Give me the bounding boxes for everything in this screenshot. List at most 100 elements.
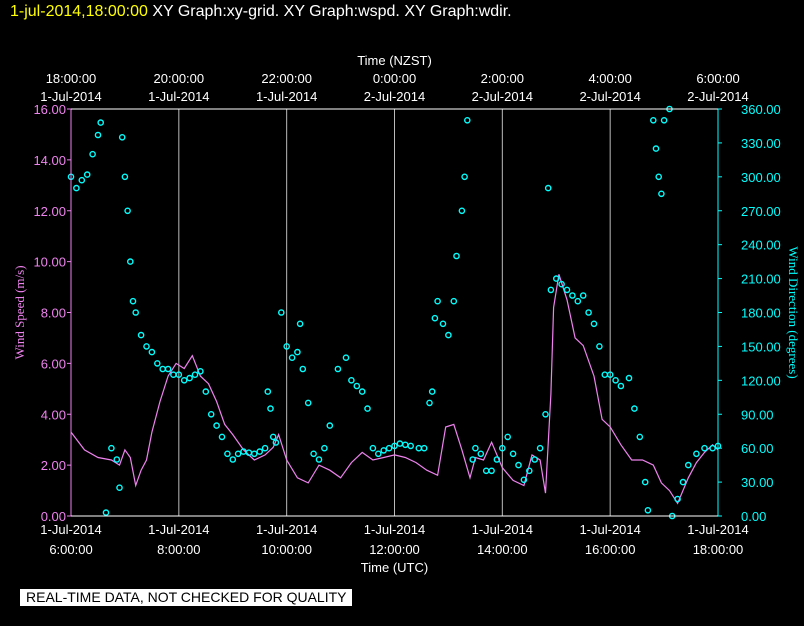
wind-direction-point — [296, 320, 304, 328]
wind-direction-point — [650, 117, 657, 124]
right-tick-label: 270.00 — [741, 204, 781, 219]
wind-direction-point — [606, 371, 614, 379]
bottom-tick-time: 6:00:00 — [49, 542, 92, 557]
top-tick-date: 2-Jul-2014 — [579, 89, 640, 104]
wind-direction-point — [108, 444, 115, 452]
wind-direction-point — [283, 343, 291, 350]
wind-direction-point — [685, 461, 692, 469]
top-tick-date: 2-Jul-2014 — [364, 89, 425, 104]
wind-direction-point — [304, 399, 312, 407]
wind-direction-point — [509, 450, 517, 458]
wind-direction-point — [288, 354, 296, 362]
wind-direction-point — [458, 207, 466, 215]
wind-direction-point — [520, 476, 528, 484]
wind-direction-point — [542, 410, 549, 418]
wind-direction-point — [463, 117, 471, 124]
wind-direction-point — [277, 309, 285, 316]
right-tick-label: 150.00 — [741, 339, 781, 354]
wind-direction-point — [197, 367, 204, 375]
wind-direction-point — [658, 190, 665, 198]
wind-direction-point — [531, 456, 539, 463]
right-tick-label: 300.00 — [741, 170, 781, 185]
right-tick-label: 360.00 — [741, 102, 781, 117]
wind-direction-point — [415, 444, 423, 452]
wind-direction-point — [102, 509, 110, 516]
wind-direction-point — [234, 450, 242, 458]
bottom-axis-title: Time (UTC) — [361, 560, 428, 575]
top-tick-time: 20:00:00 — [154, 71, 205, 86]
top-tick-date: 1-Jul-2014 — [148, 89, 209, 104]
wind-direction-point — [553, 275, 560, 282]
wind-direction-point — [590, 320, 598, 328]
quality-notice: REAL-TIME DATA, NOT CHECKED FOR QUALITY — [20, 589, 353, 606]
wind-direction-point — [469, 456, 477, 463]
wind-direction-point — [310, 450, 317, 458]
wind-direction-point — [186, 374, 193, 382]
right-tick-label: 30.00 — [741, 475, 774, 490]
wind-direction-point — [132, 309, 139, 316]
wind-direction-point — [426, 399, 433, 407]
left-tick-label: 10.00 — [33, 255, 66, 270]
wind-direction-point — [83, 171, 91, 178]
wind-direction-point — [547, 286, 555, 294]
wind-direction-point — [250, 450, 258, 458]
bottom-tick-date: 1-Jul-2014 — [40, 522, 101, 537]
wind-direction-point — [652, 145, 660, 152]
wind-direction-point — [321, 444, 328, 452]
wind-direction-point — [213, 422, 220, 429]
wind-direction-point — [148, 348, 156, 356]
bottom-tick-time: 14:00:00 — [477, 542, 528, 557]
right-axis-title: Wind Direction (degrees) — [786, 246, 801, 378]
wind-direction-point — [97, 119, 104, 126]
wind-direction-point — [121, 173, 129, 181]
wind-direction-point — [170, 371, 177, 379]
top-tick-time: 22:00:00 — [261, 71, 312, 86]
wind-direction-point — [431, 314, 439, 322]
header-timestamp: 1-jul-2014,18:00:00 — [10, 3, 148, 20]
top-tick-time: 2:00:00 — [481, 71, 524, 86]
bottom-tick-time: 16:00:00 — [585, 542, 636, 557]
wind-direction-point — [124, 207, 131, 215]
bottom-tick-date: 1-Jul-2014 — [472, 522, 533, 537]
bottom-tick-date: 1-Jul-2014 — [579, 522, 640, 537]
top-tick-time: 0:00:00 — [373, 71, 416, 86]
wind-direction-point — [601, 371, 609, 379]
wind-direction-point — [477, 450, 485, 458]
wind-direction-point — [224, 450, 231, 458]
wind-direction-point — [596, 343, 603, 350]
right-tick-label: 330.00 — [741, 136, 781, 151]
wind-direction-point — [159, 365, 166, 373]
wind-direction-point — [569, 292, 576, 299]
wind-direction-point — [175, 371, 183, 379]
wind-direction-point — [701, 444, 708, 452]
left-tick-label: 6.00 — [41, 356, 66, 371]
header-titles: XY Graph:xy-grid. XY Graph:wspd. XY Grap… — [152, 3, 512, 20]
wind-direction-point — [348, 376, 355, 384]
wind-direction-point — [660, 117, 668, 124]
wind-direction-point — [563, 286, 571, 294]
wind-direction-point — [472, 444, 479, 452]
wind-direction-point — [315, 456, 323, 463]
wind-direction-point — [579, 292, 587, 299]
wind-direction-point — [218, 433, 226, 441]
left-tick-label: 12.00 — [33, 204, 66, 219]
wind-direction-point — [574, 297, 582, 305]
wind-direction-point — [127, 258, 134, 265]
left-axis-title: Wind Speed (m/s) — [12, 265, 27, 359]
wind-direction-point — [137, 331, 145, 339]
top-tick-date: 1-Jul-2014 — [256, 89, 317, 104]
top-tick-date: 2-Jul-2014 — [687, 89, 748, 104]
wind-direction-point — [89, 150, 96, 158]
bottom-tick-date: 1-Jul-2014 — [256, 522, 317, 537]
wind-direction-point — [229, 456, 237, 463]
wind-direction-point — [445, 331, 452, 339]
wind-direction-point — [353, 382, 361, 390]
left-tick-label: 2.00 — [41, 458, 66, 473]
wind-direction-point — [428, 388, 436, 395]
wind-direction-point — [369, 444, 377, 452]
wind-direction-point — [299, 365, 307, 373]
left-tick-label: 14.00 — [33, 153, 66, 168]
wind-direction-point — [334, 365, 342, 373]
wind-direction-point — [256, 448, 264, 455]
